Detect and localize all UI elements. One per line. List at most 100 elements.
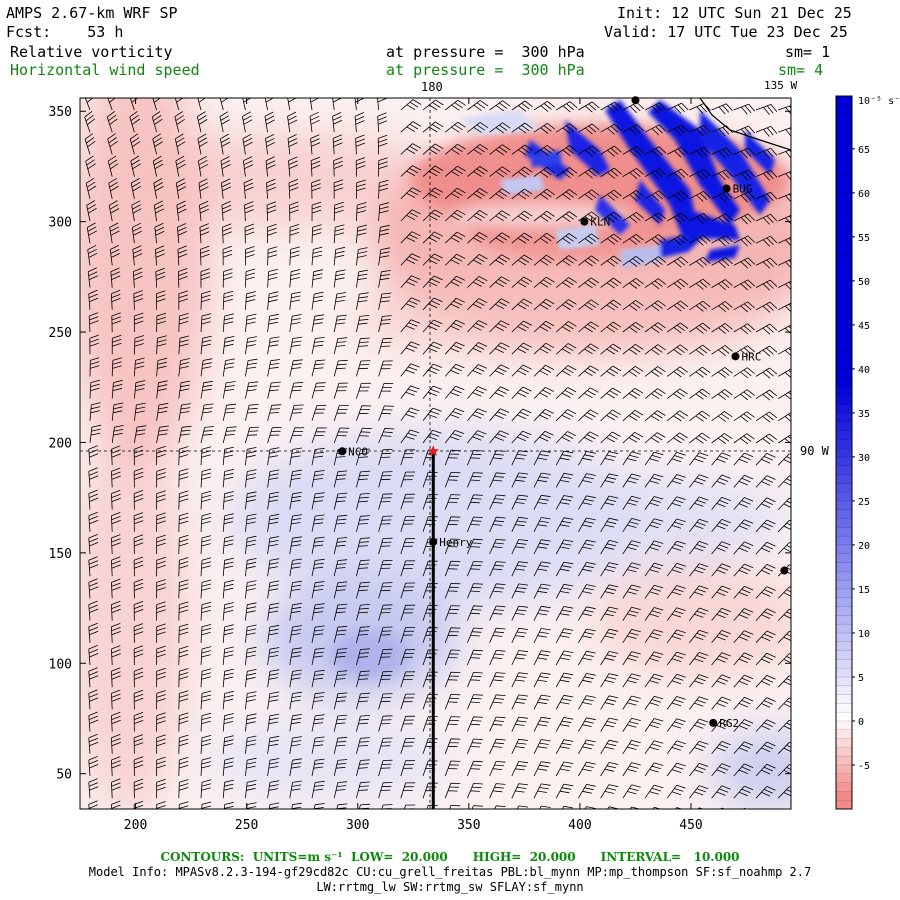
colorbar-swatch: [836, 553, 852, 564]
wind-barb: [133, 778, 144, 799]
wind-barb: [755, 741, 776, 755]
wind-barb: [400, 604, 416, 621]
wind-barb: [467, 716, 483, 732]
wind-barb: [200, 335, 212, 355]
wind-barb: [311, 470, 325, 488]
wind-barb: [800, 391, 821, 401]
wind-barb: [689, 147, 711, 158]
wind-barb: [422, 407, 442, 422]
colorbar-swatch: [836, 465, 852, 476]
colorbar-swatch: [836, 650, 852, 660]
wind-barb: [356, 337, 370, 355]
wind-barb: [378, 560, 393, 577]
colorbar-frame: [835, 95, 853, 810]
wind-barb: [533, 232, 555, 244]
wind-barb: [356, 224, 368, 244]
wind-barb: [267, 268, 278, 288]
wind-barb: [356, 581, 370, 599]
wind-barb: [265, 134, 276, 155]
wind-barb: [422, 209, 444, 222]
colorbar-swatch: [836, 263, 852, 273]
wind-barb: [467, 232, 488, 244]
y-tick-label: 300: [49, 216, 72, 231]
wind-barb: [800, 259, 821, 269]
wind-barb: [578, 584, 596, 599]
wind-barb: [378, 537, 393, 555]
wind-barb: [378, 383, 394, 399]
wind-barb: [267, 758, 280, 777]
wind-barb: [777, 764, 791, 777]
wind-barb: [667, 102, 689, 114]
wind-barb: [800, 237, 821, 247]
wind-barb: [107, 98, 116, 111]
wind-barb: [131, 200, 142, 222]
colorbar-swatch: [836, 175, 852, 185]
wind-barb: [156, 690, 166, 710]
wind-barb: [356, 247, 368, 266]
wind-barb: [444, 143, 466, 155]
colorbar-swatch: [836, 404, 852, 414]
wind-barb: [689, 212, 711, 224]
wind-barb: [578, 739, 596, 755]
wind-barb: [222, 757, 234, 777]
wind-barb: [755, 763, 776, 777]
wind-barb: [555, 472, 574, 488]
wind-barb: [200, 268, 211, 288]
vorticity-streaks: [460, 100, 775, 268]
wind-barb: [88, 600, 99, 621]
wind-barb: [133, 601, 144, 621]
wind-barb: [467, 122, 489, 133]
wind-barb: [444, 671, 461, 688]
wind-barb: [88, 289, 99, 310]
wind-barb: [622, 255, 644, 267]
colorbar-swatch: [836, 122, 852, 132]
wind-barb: [533, 276, 555, 288]
wind-barb: [622, 431, 644, 444]
wind-barb: [755, 323, 778, 335]
wind-barb: [377, 112, 388, 133]
wind-barb: [108, 200, 120, 222]
wind-barb: [311, 514, 325, 532]
wind-barb: [378, 405, 394, 421]
wind-barb: [153, 178, 164, 199]
wind-barb: [555, 539, 574, 555]
wind-barb: [289, 404, 304, 421]
colorbar-swatch: [836, 448, 852, 458]
colorbar-swatch: [836, 712, 852, 722]
wind-barb: [111, 667, 121, 688]
wind-barb: [511, 364, 532, 377]
wind-barb: [133, 556, 144, 577]
wind-barb: [133, 645, 144, 666]
wind-barb: [356, 670, 370, 688]
wind-barb: [177, 223, 187, 244]
wind-barb: [711, 257, 733, 269]
wind-barb: [644, 451, 664, 466]
wind-barb: [400, 319, 421, 333]
wind-barb: [511, 516, 529, 532]
wind-barb: [711, 367, 733, 379]
wind-barb: [467, 561, 483, 577]
wind-barb: [245, 558, 257, 577]
wind-barb: [533, 561, 551, 577]
wind-barb: [644, 388, 666, 400]
wind-barb: [644, 366, 666, 378]
wind-barb: [178, 380, 191, 399]
wind-barb: [489, 100, 511, 112]
wind-barb: [444, 253, 466, 266]
wind-barb: [689, 518, 709, 533]
wind-barb: [733, 452, 754, 466]
wind-barb: [378, 202, 390, 222]
wind-barb: [511, 650, 529, 666]
wind-barb: [156, 490, 166, 510]
wind-barb: [245, 336, 257, 355]
wind-barb: [156, 425, 169, 444]
vorticity-field: [80, 98, 791, 809]
wind-barb: [777, 434, 791, 444]
wind-barb: [333, 581, 348, 599]
wind-barb: [755, 389, 778, 401]
wind-barb: [733, 741, 754, 755]
wind-barb: [311, 201, 322, 222]
wind-barb: [378, 471, 393, 488]
wind-barb: [755, 608, 776, 621]
wind-barb: [667, 124, 689, 136]
